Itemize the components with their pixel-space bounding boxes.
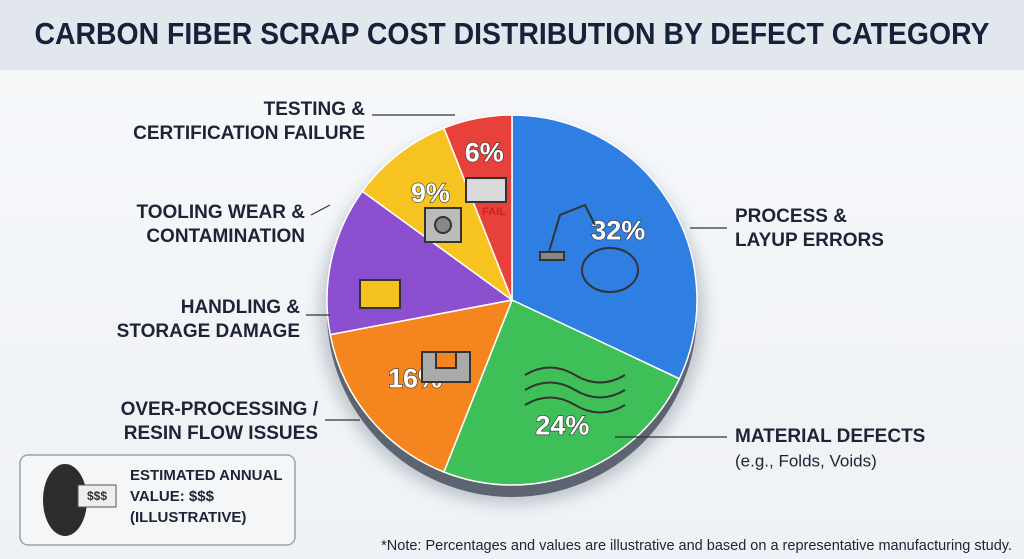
slice [511,114,698,380]
percent-label: 6% [465,138,504,168]
tool-bolt-icon [434,216,452,234]
slices [326,114,698,486]
robot-arm-icon [547,203,596,256]
percent-label: 24% [535,410,589,440]
text-line: ESTIMATED ANNUAL [130,467,283,484]
category-label: MATERIAL DEFECTS [735,426,925,447]
wave-icon [524,366,626,414]
labels: 32% PROCESS & LAYUP ERRORS 24% MATERIAL DEFE… [117,99,926,470]
fail-stamp: FAIL [482,206,506,218]
robot-base-icon [539,251,565,261]
tangle-icon [581,247,639,293]
text-line: TOOLING WEAR & [136,202,305,223]
info-box [19,454,296,546]
text-line: TESTING & [264,99,366,120]
mold-icon [421,351,471,383]
category-label: OVER-PROCESSING / RESIN FLOW ISSUES [121,399,319,444]
spool-icon [43,464,87,536]
text-line: CONTAMINATION [146,226,305,247]
text-line: HANDLING & [181,297,301,318]
percent-label: 32% [591,216,645,246]
broken-panel-icon [465,177,507,203]
text-line: (ILLUSTRATIVE) [130,509,246,526]
sign-text: $$$ [87,489,107,503]
text-line: LAYUP ERRORS [735,230,884,251]
percent-label: 9% [411,178,450,208]
info-text: ESTIMATED ANNUAL VALUE: $$$ (ILLUSTRATIVE) [130,467,283,526]
slice [329,299,514,473]
text-line: STORAGE DAMAGE [117,321,300,342]
chart-title: CARBON FIBER SCRAP COST DISTRIBUTION BY … [35,16,990,51]
category-label: HANDLING & STORAGE DAMAGE [117,297,301,342]
slice [442,298,681,486]
category-label: TESTING & CERTIFICATION FAILURE [133,99,365,144]
footnote: *Note: Percentages and values are illust… [381,538,1012,554]
text-line: CERTIFICATION FAILURE [133,123,365,144]
leader-line [310,204,331,216]
text-line: VALUE: $$$ [130,488,215,505]
icons [359,177,639,414]
category-label: PROCESS & LAYUP ERRORS [735,206,884,251]
text-line: PROCESS & [735,206,847,227]
slice [442,114,513,301]
forklift-icon [359,279,401,309]
sign-board [77,484,117,508]
title-band [0,0,1024,70]
text-line: OVER-PROCESSING / [121,399,319,420]
text-line: RESIN FLOW ISSUES [124,423,318,444]
category-label: TOOLING WEAR & CONTAMINATION [136,202,305,247]
category-sublabel: (e.g., Folds, Voids) [735,451,877,470]
